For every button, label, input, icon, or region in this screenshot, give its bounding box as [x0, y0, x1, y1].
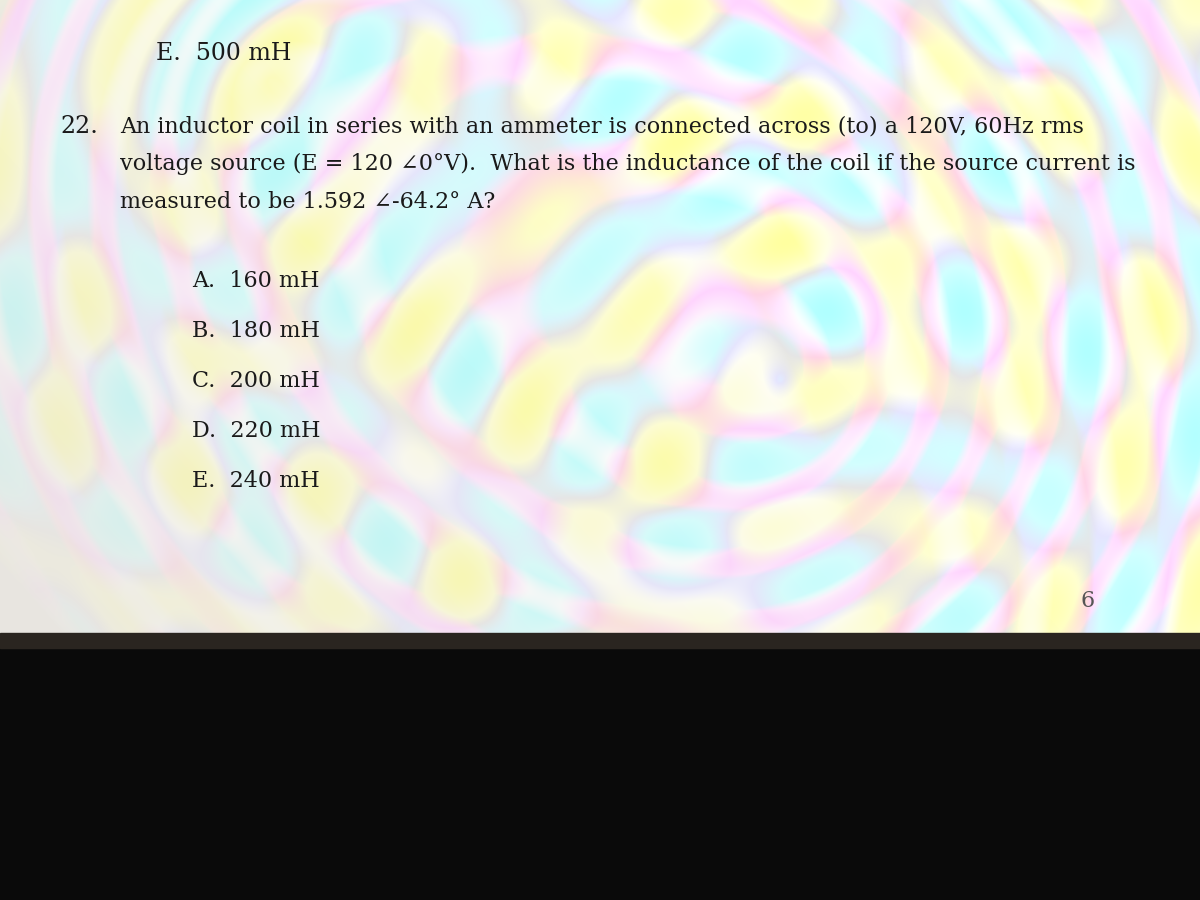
Text: C.  200 mH: C. 200 mH	[192, 370, 320, 392]
Text: D.  220 mH: D. 220 mH	[192, 420, 320, 442]
Text: 22.: 22.	[60, 115, 98, 138]
Text: voltage source (E = 120 ∠0°V).  What is the inductance of the coil if the source: voltage source (E = 120 ∠0°V). What is t…	[120, 153, 1135, 176]
Bar	[0, 648, 1200, 900]
Text: B.  180 mH: B. 180 mH	[192, 320, 320, 342]
Text: A.  160 mH: A. 160 mH	[192, 270, 319, 292]
Bar	[0, 633, 1200, 648]
Text: An inductor coil in series with an ammeter is connected across (to) a 120V, 60Hz: An inductor coil in series with an ammet…	[120, 115, 1084, 137]
Text: E.  240 mH: E. 240 mH	[192, 470, 319, 492]
Text: measured to be 1.592 ∠-64.2° A?: measured to be 1.592 ∠-64.2° A?	[120, 191, 496, 213]
Text: E.  500 mH: E. 500 mH	[156, 42, 292, 65]
Text: 6: 6	[1080, 590, 1094, 612]
